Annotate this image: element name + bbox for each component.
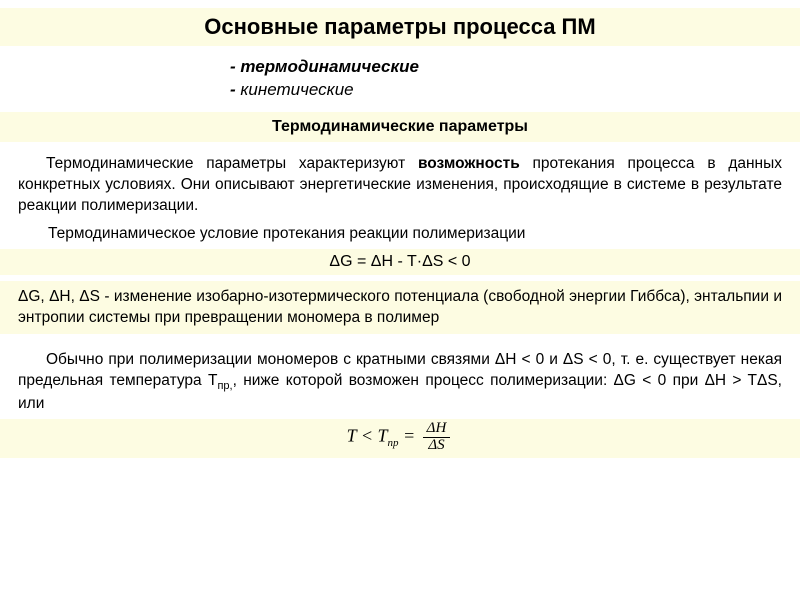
type-prefix: - <box>230 57 240 76</box>
type-thermodynamic: - термодинамические <box>230 56 800 79</box>
condition-intro: Термодинамическое условие протекания реа… <box>0 221 800 249</box>
eq-denominator: ΔS <box>423 438 451 454</box>
section-subheading: Термодинамические параметры <box>0 112 800 142</box>
parameter-types-list: - термодинамические - кинетические <box>0 52 800 112</box>
symbols-description: ΔG, ΔH, ΔS - изменение изобарно-изотерми… <box>0 281 800 335</box>
eq-numerator: ΔH <box>423 421 451 438</box>
eq-fraction: ΔHΔS <box>423 421 451 454</box>
eq-lhs: T < T <box>347 426 388 446</box>
para-text-a: Термодинамические параметры характеризую… <box>46 155 418 172</box>
paragraph-description: Термодинамические параметры характеризую… <box>0 148 800 221</box>
type-label: термодинамические <box>240 57 419 76</box>
formula-limit-temperature: T < Tпр = ΔHΔS <box>0 419 800 458</box>
slide-title: Основные параметры процесса ПМ <box>0 8 800 46</box>
eq-lhs-sub: пр <box>388 437 399 449</box>
type-label: кинетические <box>240 80 353 99</box>
type-kinetic: - кинетические <box>230 79 800 102</box>
slide-root: Основные параметры процесса ПМ - термоди… <box>0 0 800 600</box>
para-text-bold: возможность <box>418 155 520 172</box>
eq-sign: = <box>399 426 420 446</box>
formula-gibbs: ΔG = ΔH - T·ΔS < 0 <box>0 249 800 275</box>
t-pr-subscript: пр, <box>217 381 232 393</box>
paragraph-limit-temp: Обычно при полимеризации мономеров с кра… <box>0 344 800 419</box>
